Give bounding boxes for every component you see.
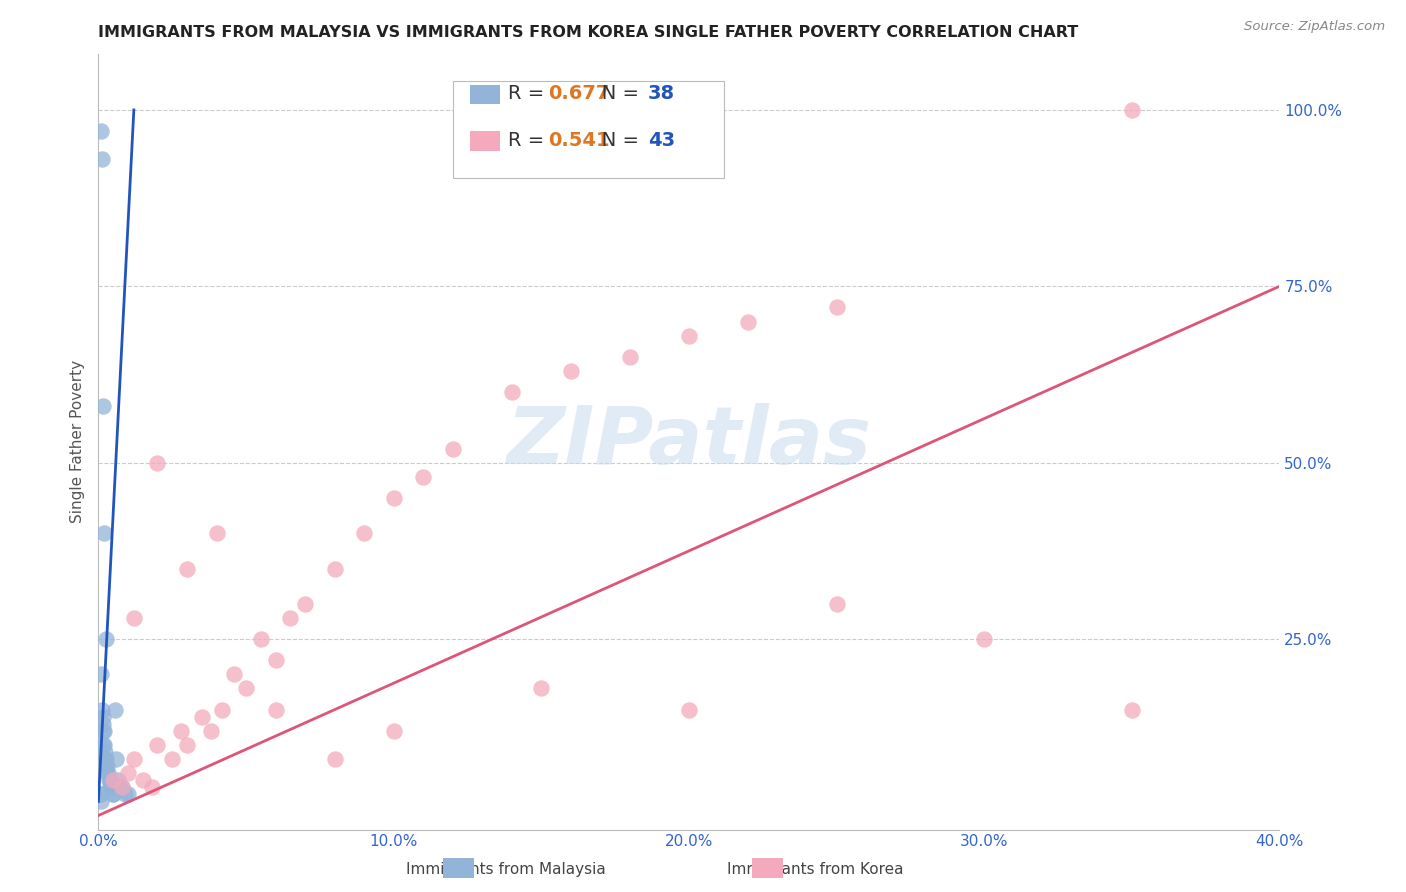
Point [111, 780, 134, 795]
Point [122, 752, 145, 766]
Point [108, 780, 131, 795]
Point [205, 526, 228, 541]
Point [191, 709, 214, 723]
Point [382, 491, 405, 505]
Point [105, 752, 128, 766]
Point [146, 738, 169, 752]
FancyBboxPatch shape [453, 80, 724, 178]
Point [973, 632, 995, 646]
Text: Immigrants from Korea: Immigrants from Korea [727, 863, 904, 877]
Point [678, 703, 700, 717]
Text: N =: N = [582, 85, 645, 103]
Point [94, 752, 117, 766]
Point [89, 787, 111, 801]
Point [560, 364, 582, 378]
Point [382, 723, 405, 738]
Point [90, 787, 112, 801]
Point [132, 773, 155, 788]
Point [323, 561, 346, 575]
Point [176, 561, 198, 575]
Text: IMMIGRANTS FROM MALAYSIA VS IMMIGRANTS FROM KOREA SINGLE FATHER POVERTY CORRELAT: IMMIGRANTS FROM MALAYSIA VS IMMIGRANTS F… [98, 25, 1078, 40]
Point [93, 723, 115, 738]
Text: ZIPatlas: ZIPatlas [506, 402, 872, 481]
Bar [471, 85, 501, 104]
Point [211, 703, 233, 717]
Point [98, 780, 121, 795]
Point [117, 787, 139, 801]
Point [91, 703, 114, 717]
Point [93, 526, 115, 541]
Point [235, 681, 257, 696]
Point [170, 723, 193, 738]
Point [200, 723, 222, 738]
Point [103, 773, 125, 788]
Point [101, 787, 124, 801]
Point [97, 766, 120, 780]
Point [90, 667, 112, 681]
Point [825, 301, 848, 315]
Text: 38: 38 [648, 85, 675, 103]
Text: R =: R = [508, 85, 551, 103]
Point [117, 766, 139, 780]
Point [1121, 103, 1143, 117]
Point [250, 632, 273, 646]
Point [441, 442, 464, 456]
Point [100, 780, 122, 795]
Point [90, 794, 112, 808]
Bar [471, 131, 501, 151]
Point [107, 773, 129, 788]
Point [93, 738, 115, 752]
Point [353, 526, 375, 541]
Point [619, 350, 641, 364]
Point [100, 780, 122, 795]
Point [280, 611, 302, 625]
Point [94, 752, 117, 766]
Point [264, 703, 287, 717]
Point [737, 315, 759, 329]
Text: 0.677: 0.677 [548, 85, 610, 103]
Point [501, 385, 523, 400]
Point [94, 759, 117, 773]
Point [96, 766, 118, 780]
Point [122, 611, 145, 625]
Point [93, 745, 115, 759]
Point [294, 597, 316, 611]
Point [176, 738, 198, 752]
Point [94, 632, 117, 646]
Text: N =: N = [582, 131, 645, 150]
Point [146, 456, 169, 470]
Point [91, 709, 114, 723]
Point [162, 752, 183, 766]
Text: Immigrants from Malaysia: Immigrants from Malaysia [406, 863, 606, 877]
Point [111, 780, 134, 795]
Point [678, 328, 700, 343]
Point [96, 759, 118, 773]
Point [94, 752, 117, 766]
Point [825, 597, 848, 611]
Point [141, 780, 163, 795]
Point [264, 653, 287, 667]
Point [530, 681, 553, 696]
Text: 43: 43 [648, 131, 675, 150]
Point [1121, 703, 1143, 717]
Y-axis label: Single Father Poverty: Single Father Poverty [69, 360, 84, 523]
Point [224, 667, 246, 681]
Point [104, 703, 127, 717]
Point [93, 738, 115, 752]
Point [412, 470, 434, 484]
Text: Source: ZipAtlas.com: Source: ZipAtlas.com [1244, 20, 1385, 33]
Point [91, 723, 114, 738]
Point [114, 787, 136, 801]
Point [97, 773, 120, 788]
Point [91, 153, 114, 167]
Point [103, 787, 125, 801]
Point [91, 716, 114, 731]
Point [323, 752, 346, 766]
Point [90, 124, 112, 138]
Point [98, 773, 121, 788]
Text: 0.541: 0.541 [548, 131, 610, 150]
Text: R =: R = [508, 131, 551, 150]
Point [91, 399, 114, 413]
